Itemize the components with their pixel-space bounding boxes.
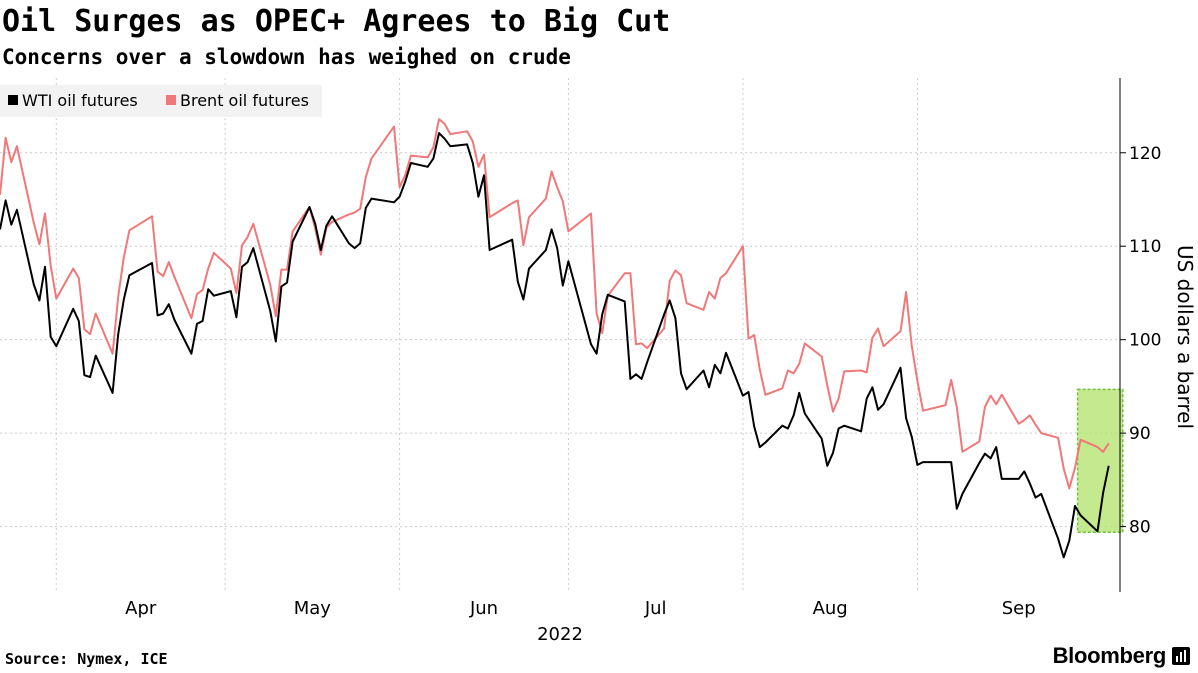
x-tick-label: May [294,598,332,619]
bloomberg-terminal-icon [1172,647,1190,665]
x-axis-label: 2022 [537,624,583,645]
chart-subtitle: Concerns over a slowdown has weighed on … [2,45,571,69]
y-tick-label: 80 [1129,518,1151,538]
x-tick-label: Jun [469,598,498,619]
legend: WTI oil futures Brent oil futures [0,85,322,117]
series-layer [0,118,1110,559]
brent-series-line [0,118,1110,490]
axes: Apr May Jun Jul Aug Sep 2022 80 90 100 110 120 US do… [125,78,1197,645]
brand-name: Bloomberg [1052,643,1167,668]
source-note: Source: Nymex, ICE [5,650,168,668]
chart-title: Oil Surges as OPEC+ Agrees to Big Cut [2,4,671,39]
horizontal-gridlines [0,152,1120,528]
legend-label: WTI oil futures [22,91,138,110]
legend-background [0,85,322,117]
x-tick-label: Apr [125,598,157,619]
legend-label: Brent oil futures [180,91,309,110]
x-tick-label: Jul [644,598,667,619]
legend-swatch [166,95,176,105]
y-tick-label: 100 [1129,331,1161,351]
brand-logo: Bloomberg [1053,643,1190,669]
wti-series-line [0,132,1110,559]
x-tick-label: Sep [1002,598,1036,619]
y-axis-label: US dollars a barrel [1173,245,1197,429]
y-tick-label: 90 [1129,424,1151,444]
legend-swatch [8,95,18,105]
vertical-gridlines [55,78,918,592]
y-tick-label: 120 [1129,144,1161,164]
x-tick-label: Aug [813,598,848,619]
y-tick-label: 110 [1129,237,1161,257]
